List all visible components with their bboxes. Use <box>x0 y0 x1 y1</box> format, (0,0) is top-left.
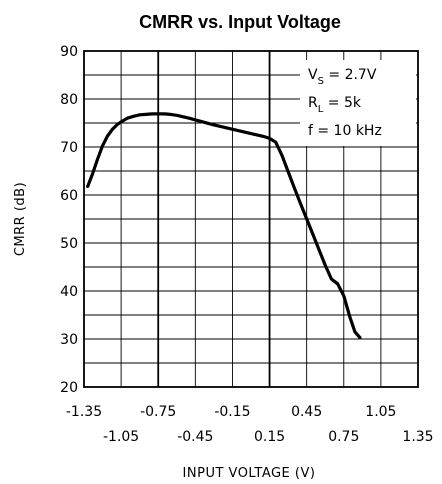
x-tick-label: 1.35 <box>402 429 433 445</box>
conditions-background <box>300 60 416 146</box>
x-tick-label: 0.15 <box>254 429 285 445</box>
y-tick-label: 90 <box>60 44 78 60</box>
chart-title: CMRR vs. Input Voltage <box>139 12 341 32</box>
y-axis-label: CMRR (dB) <box>13 182 28 256</box>
y-axis-ticks: 90 80 70 60 50 40 30 20 <box>60 44 78 396</box>
y-tick-label: 20 <box>60 380 78 396</box>
rl-condition: RL = 5k <box>308 95 362 115</box>
x-tick-label: -1.35 <box>66 404 102 420</box>
x-tick-label: -0.15 <box>214 404 250 420</box>
x-tick-label: -0.75 <box>140 404 176 420</box>
y-tick-label: 50 <box>60 236 78 252</box>
plot-frame <box>83 50 419 388</box>
x-tick-label: 1.05 <box>365 404 396 420</box>
freq-condition: f = 10 kHz <box>308 123 382 139</box>
y-tick-label: 30 <box>60 332 78 348</box>
y-tick-label: 60 <box>60 188 78 204</box>
x-tick-label: -0.45 <box>177 429 213 445</box>
test-conditions: VS = 2.7V RL = 5k f = 10 kHz <box>300 60 416 146</box>
y-tick-label: 70 <box>60 140 78 156</box>
x-tick-label: 0.45 <box>291 404 322 420</box>
vs-condition: VS = 2.7V <box>308 67 377 87</box>
y-tick-label: 80 <box>60 92 78 108</box>
x-axis-label: INPUT VOLTAGE (V) <box>183 466 316 481</box>
x-axis-ticks: -1.35 -0.75 -0.15 0.45 1.05 -1.05 -0.45 0.15 0.7… <box>66 404 434 445</box>
y-tick-label: 40 <box>60 284 78 300</box>
cmrr-curve <box>86 112 362 340</box>
x-tick-label: 0.75 <box>328 429 359 445</box>
x-tick-label: -1.05 <box>103 429 139 445</box>
